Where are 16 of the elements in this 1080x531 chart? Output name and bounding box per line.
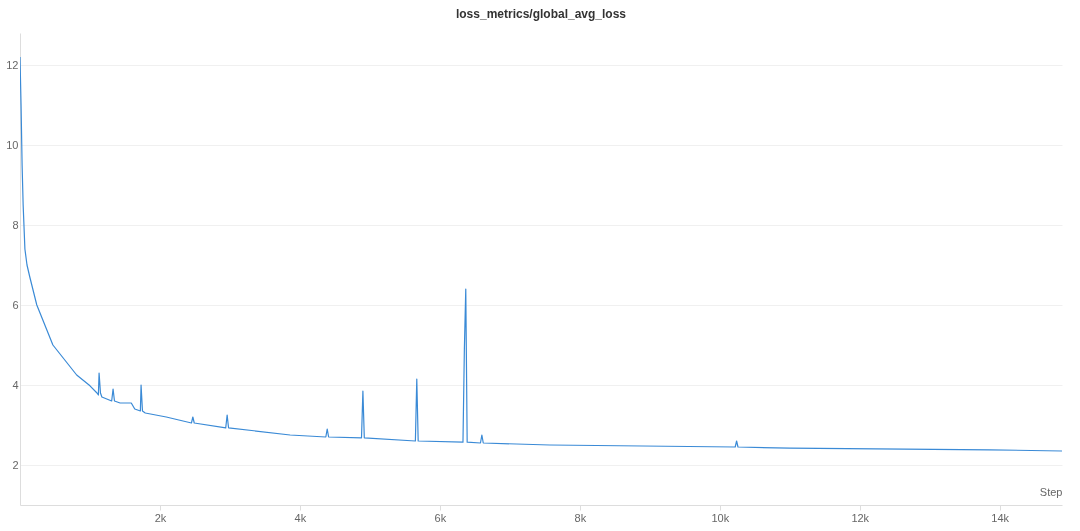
x-tick-label: 4k [294,511,307,524]
y-tick-label: 12 [6,58,19,71]
y-tick-label: 4 [12,378,19,391]
y-tick-label: 10 [6,138,19,151]
x-tick-label: 8k [574,511,587,524]
x-tick-label: 10k [711,511,730,524]
x-tick-label: 2k [154,511,167,524]
y-tick-label: 2 [12,458,19,471]
x-tick-label: 6k [434,511,447,524]
y-tick-label: 8 [12,218,19,231]
x-tick-label: 12k [851,511,870,524]
y-tick-label: 6 [12,298,19,311]
chart-title: loss_metrics/global_avg_loss [455,7,627,21]
x-tick-label: 14k [991,511,1010,524]
line-series [20,56,1062,452]
x-axis-title: Step [1039,485,1063,498]
